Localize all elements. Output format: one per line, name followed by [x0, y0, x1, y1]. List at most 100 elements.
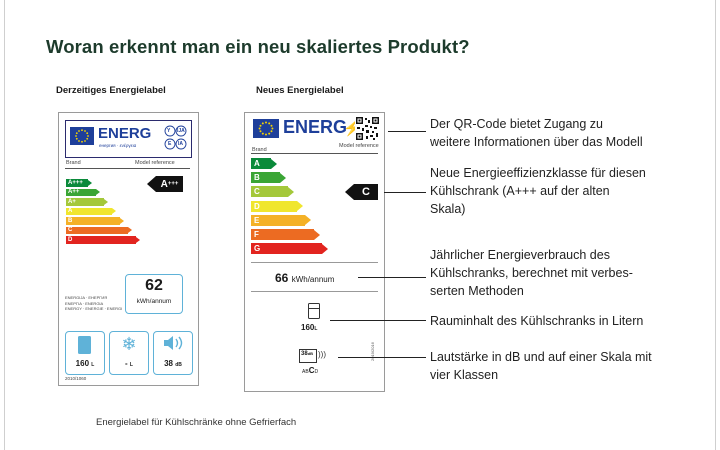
current-class-bar: C: [66, 226, 132, 234]
new-energy-unit: kWh/annum: [291, 275, 335, 284]
current-class-label: B: [66, 217, 120, 225]
current-class-label: A: [66, 207, 112, 215]
new-class-label: G: [251, 243, 322, 255]
current-class-bar: A++: [66, 188, 100, 196]
snowflake-icon: ❄: [121, 334, 137, 354]
pointer-line-noise: [338, 357, 426, 358]
new-rating-arrow: C: [345, 184, 378, 200]
new-class-bar: F: [251, 229, 320, 240]
fridge-icon: [78, 336, 91, 354]
current-class-bar: A+: [66, 198, 108, 206]
new-label-heading: Neues Energielabel: [256, 85, 344, 96]
model-label: Model reference: [339, 143, 379, 149]
current-class-bar: A: [66, 207, 116, 215]
new-class-label: E: [251, 214, 305, 226]
lang-letter-2: IJA: [177, 127, 185, 134]
annotation-volume-line1: Rauminhalt des Kühlschranks in Litern: [430, 314, 644, 328]
volume-text: 160 L: [68, 359, 102, 368]
brand-label: Brand: [66, 160, 81, 166]
current-label-heading: Derzeitiges Energielabel: [56, 85, 166, 96]
new-noise-unit: dB: [307, 351, 314, 356]
noise-class-c: C: [308, 366, 315, 375]
freezer-text: - L: [112, 359, 146, 368]
lang-letter-1: Y: [167, 127, 171, 134]
annotation-noise: Lautstärke in dB und auf einer Skala mit…: [430, 348, 652, 384]
new-class-bar: G: [251, 243, 328, 255]
volume-value: 160: [75, 359, 90, 368]
language-letters: Y IJA E IA: [164, 124, 188, 152]
current-class-label: A+++: [66, 179, 88, 187]
freezer-value: -: [125, 359, 128, 368]
divider: [65, 168, 190, 169]
annotation-energy-line2: Kühlschranks, berechnet mit verbes-: [430, 266, 633, 280]
current-class-label: A++: [66, 188, 96, 196]
divider: [251, 153, 378, 154]
annual-energy-unit: kWh/annum: [136, 298, 172, 305]
new-class-label: B: [251, 172, 280, 184]
energy-logo-text: ENERG: [283, 117, 348, 137]
qr-code-icon: [355, 116, 380, 141]
freezer-unit: L: [129, 362, 133, 368]
model-label: Model reference: [135, 160, 175, 166]
annual-energy-box: 62 kWh/annum: [125, 274, 183, 314]
figure-caption: Energielabel für Kühlschränke ohne Gefri…: [96, 417, 297, 428]
eu-flag-icon: [253, 119, 279, 138]
energy-logo-subtext: енергия · ενέργεια: [99, 143, 137, 148]
new-class-label: C: [251, 186, 288, 198]
current-class-label: D: [66, 236, 136, 244]
new-class-label: A: [251, 158, 271, 169]
freezer-box: ❄ - L: [109, 331, 149, 375]
brand-label: Brand: [252, 147, 267, 153]
current-rating-letter: A: [160, 178, 168, 190]
annotation-class-line1: Neue Energieeffizienzklasse für diesen: [430, 166, 646, 180]
new-energy-value: 66: [275, 271, 289, 285]
energy-words-text: ENERGIJA · ЕНЕРГИЯ ENEPΓIA · ENERGIA ENE…: [65, 295, 123, 311]
annotation-energy: Jährlicher Energieverbrauch des Kühlschr…: [430, 246, 633, 300]
new-class-bar: B: [251, 172, 286, 184]
annotation-qr: Der QR-Code bietet Zugang zu weitere Inf…: [430, 115, 643, 151]
eu-flag-icon: [70, 127, 94, 145]
noise-classes: ABCD: [302, 366, 318, 375]
new-class-label: D: [251, 200, 297, 212]
noise-class-b: B: [305, 369, 309, 375]
new-class-bar: C: [251, 186, 294, 198]
speaker-icon: [154, 335, 192, 356]
annotation-class-line2: Kühlschrank (A+++ auf der alten: [430, 184, 610, 198]
divider: [251, 262, 378, 263]
pointer-line-class: [384, 192, 426, 193]
current-class-bar: D: [66, 236, 140, 244]
new-class-label: F: [251, 229, 314, 240]
pointer-line-energy: [358, 277, 426, 278]
divider: [251, 291, 378, 292]
frame-right-border: [715, 0, 716, 450]
annotation-qr-line1: Der QR-Code bietet Zugang zu: [430, 117, 604, 131]
noise-value: 38: [164, 359, 173, 368]
sound-waves-icon: ))): [318, 350, 326, 359]
annual-energy-value: 62: [145, 277, 163, 294]
annotation-energy-line3: serten Methoden: [430, 284, 524, 298]
new-volume-unit: L: [314, 326, 318, 332]
energy-logo-text: ENERG: [98, 125, 152, 142]
new-energy-text: 66 kWh/annum: [275, 271, 334, 285]
regulation-number: 2019/2016: [370, 342, 375, 361]
frame-left-border: [4, 0, 5, 450]
pointer-line-qr: [388, 131, 426, 132]
new-rating-letter: C: [354, 184, 378, 200]
new-noise-value: 38: [301, 351, 308, 357]
lang-letter-4: IA: [178, 140, 183, 147]
speaker-icon: 38dB: [299, 349, 317, 363]
annotation-qr-line2: weitere Informationen über das Modell: [430, 135, 643, 149]
current-class-bar: A+++: [66, 179, 92, 187]
annotation-class-line3: Skala): [430, 202, 466, 216]
annotation-noise-line2: vier Klassen: [430, 368, 499, 382]
annotation-volume: Rauminhalt des Kühlschranks in Litern: [430, 312, 643, 330]
new-volume-text: 160L: [301, 323, 317, 332]
volume-box: 160 L: [65, 331, 105, 375]
page-title: Woran erkennt man ein neu skaliertes Pro…: [46, 36, 470, 57]
lang-letter-3: E: [168, 140, 172, 147]
pointer-line-volume: [330, 320, 426, 321]
fridge-icon: [308, 303, 320, 319]
current-class-label: A+: [66, 198, 104, 206]
noise-class-a: A: [302, 369, 306, 375]
new-class-bar: E: [251, 214, 311, 226]
